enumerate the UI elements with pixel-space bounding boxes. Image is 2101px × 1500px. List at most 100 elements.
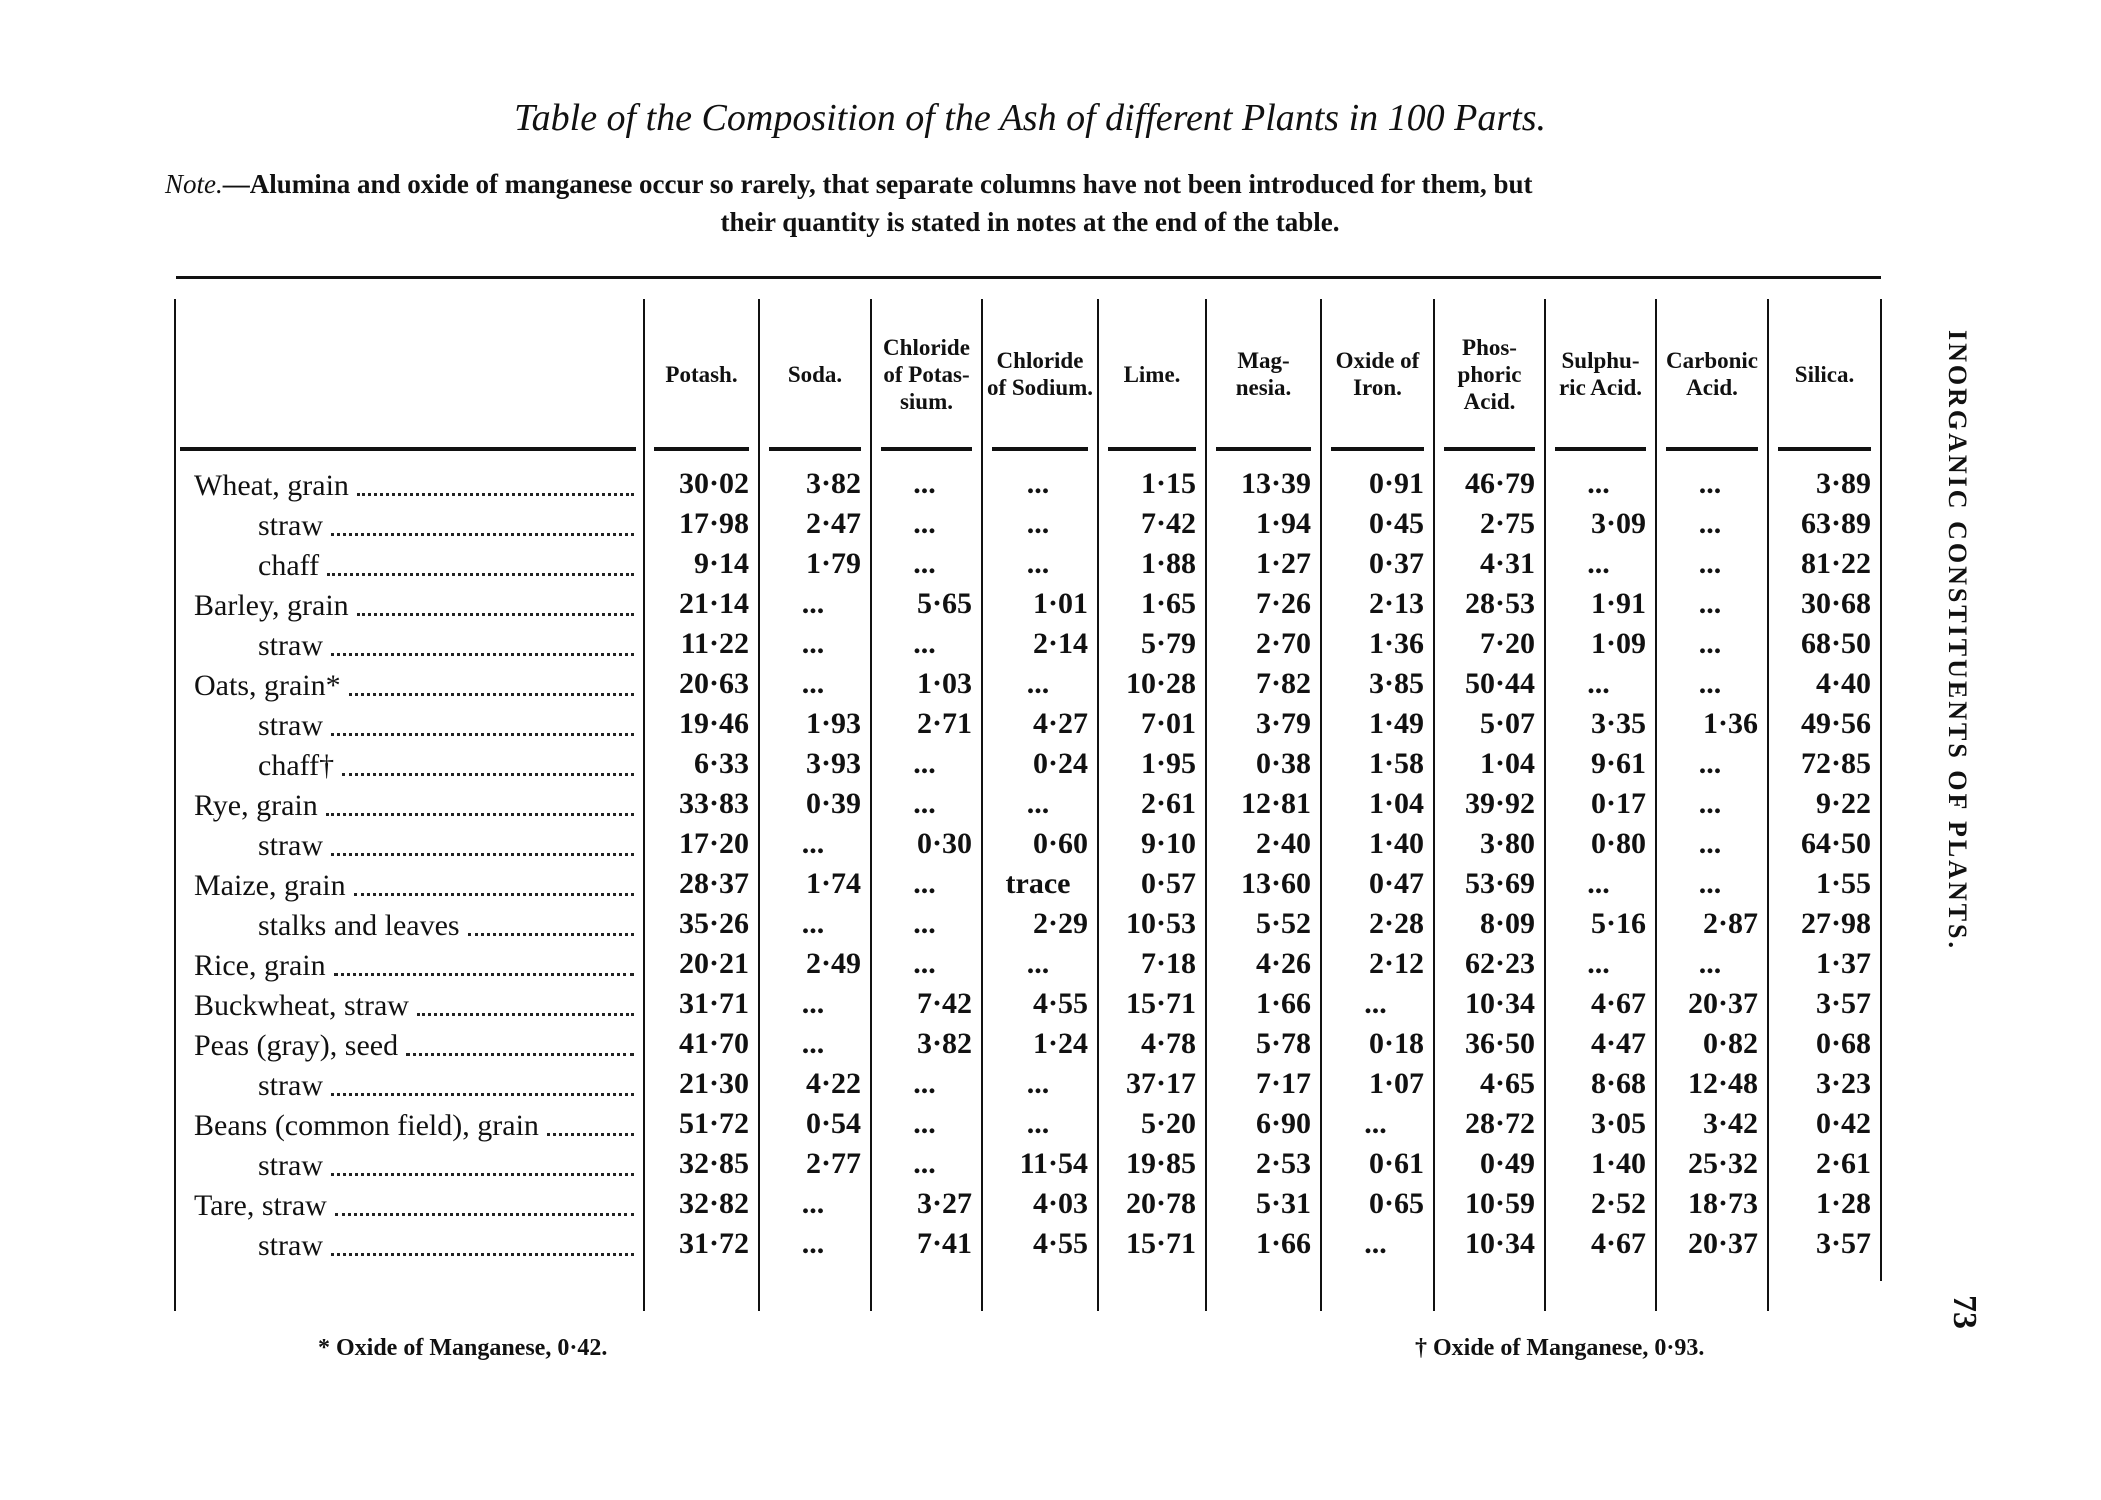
column-rule [981,299,983,1311]
table-cell: 19·85 [1125,1147,1196,1180]
table-cell: 1·37 [1815,947,1871,980]
column-rule [1433,299,1435,1311]
table-cell: 49·56 [1800,707,1871,740]
dot-leader [334,1213,634,1216]
row-label-text: Beans (common field), grain [194,1109,539,1142]
table-cell: 0·54 [805,1107,861,1140]
table-cell: 1·40 [1590,1147,1646,1180]
table-cell: 31·71 [678,987,749,1020]
table-cell: 2·14 [1032,627,1088,660]
column-rule [643,299,645,1311]
table-cell: ... [1698,827,1722,860]
dot-leader [356,493,634,496]
dot-leader [330,1253,634,1256]
table-cell: 63·89 [1800,507,1871,540]
table-cell: 1·58 [1368,747,1424,780]
table-cell: 4·78 [1140,1027,1196,1060]
column-header: Carbonic Acid. [1666,348,1758,400]
table-row: Peas (gray), seed 41·70... 3·82 1·24 4·78 5·7… [176,1025,1881,1065]
table-cell: 18·73 [1687,1187,1758,1220]
table-cell: 0·82 [1702,1027,1758,1060]
table-cell: ... [801,907,825,940]
dot-leader [416,1013,634,1016]
table-cell: 0·68 [1815,1027,1871,1060]
table-cell: 7·17 [1255,1067,1311,1100]
table-note: Note.—Alumina and oxide of manganese occ… [165,165,1895,241]
table-cell: 1·79 [805,547,861,580]
table-cell: 30·68 [1800,587,1871,620]
table-cell: 15·71 [1125,1227,1196,1260]
row-label-text: straw [258,1149,323,1182]
table-cell: 3·57 [1815,987,1871,1020]
table-cell: 2·75 [1479,507,1535,540]
table-cell: 20·37 [1687,987,1758,1020]
table-cell: 6·33 [693,747,749,780]
table-cell: 0·49 [1479,1147,1535,1180]
column-header: Oxide of Iron. [1335,348,1420,400]
table-cell: ... [913,947,936,980]
table-cell: 1·94 [1255,507,1311,540]
table-cell: 46·79 [1464,467,1535,500]
table-cell: ... [1698,787,1722,820]
table-cell: ... [801,827,825,860]
column-rule [758,299,760,1311]
table-cell: 11·54 [1019,1147,1088,1180]
column-header: Silica. [1794,361,1855,387]
table-cell: 7·42 [916,987,972,1020]
row-label-text: Barley, grain [194,589,349,622]
table-cell: 39·92 [1464,787,1535,820]
table-cell: 7·01 [1140,707,1196,740]
dot-leader [406,1053,634,1056]
table-cell: 2·61 [1140,787,1196,820]
row-label: straw [258,1065,634,1105]
table-cell: 20·78 [1125,1187,1196,1220]
table-cell: 36·50 [1464,1027,1535,1060]
column-header: Soda. [787,361,843,387]
table-cell: ... [1698,747,1722,780]
header-rule [180,447,636,451]
header-rule [769,447,861,451]
table-cell: 2·13 [1368,587,1424,620]
table-cell: 7·18 [1140,947,1196,980]
table-cell: ... [1587,867,1610,900]
row-label: straw [258,505,634,545]
dot-leader [327,573,634,576]
table-cell: 9·14 [693,547,749,580]
table-cell: 1·04 [1368,787,1424,820]
table-cell: 4·55 [1032,987,1088,1020]
table-cell: 28·72 [1464,1107,1535,1140]
header-rule [1666,447,1758,451]
table-cell: 0·80 [1590,827,1646,860]
table-cell: 64·50 [1800,827,1871,860]
table-title: Table of the Composition of the Ash of d… [513,97,1546,139]
footnote-chaff: † Oxide of Manganese, 0·93. [1415,1335,1705,1361]
table-cell: 6·90 [1255,1107,1311,1140]
table-cell: 0·91 [1368,467,1424,500]
table-cell: 5·78 [1255,1027,1311,1060]
table-cell: 17·98 [678,507,749,540]
table-cell: 4·47 [1590,1027,1646,1060]
table-cell: 0·45 [1368,507,1424,540]
table-cell: ... [913,1107,936,1140]
row-label: straw [258,1145,634,1185]
note-label: Note. [165,169,223,199]
row-label: Wheat, grain [194,465,634,505]
table-cell: 5·31 [1255,1187,1311,1220]
table-cell: 0·60 [1032,827,1088,860]
table-cell: ... [801,1187,825,1220]
table-cell: 51·72 [678,1107,749,1140]
note-line-1: —Alumina and oxide of manganese occur so… [222,169,1533,199]
table-cell: 19·46 [678,707,749,740]
table-row: straw 31·72... 7·41 4·55 15·71 1·66... 10·34 4·… [176,1225,1881,1265]
table-cell: 3·42 [1702,1107,1758,1140]
dot-leader [330,1093,634,1096]
table-cell: 3·27 [916,1187,972,1220]
row-label-text: Tare, straw [194,1189,327,1222]
column-header: Phos-phoric Acid. [1457,334,1522,414]
table-cell: ... [1364,1227,1387,1260]
table-cell: 10·34 [1464,1227,1535,1260]
table-cell: 7·26 [1255,587,1311,620]
table-cell: 3·09 [1590,507,1646,540]
table-cell: 5·65 [916,587,972,620]
table-cell: 21·30 [678,1067,749,1100]
